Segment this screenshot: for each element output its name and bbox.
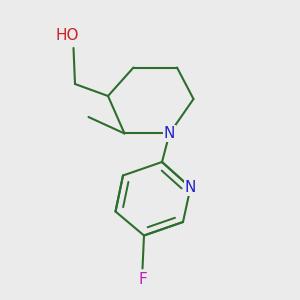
Text: HO: HO	[56, 28, 79, 44]
Text: N: N	[164, 126, 175, 141]
Text: N: N	[185, 180, 196, 195]
Text: F: F	[138, 272, 147, 287]
